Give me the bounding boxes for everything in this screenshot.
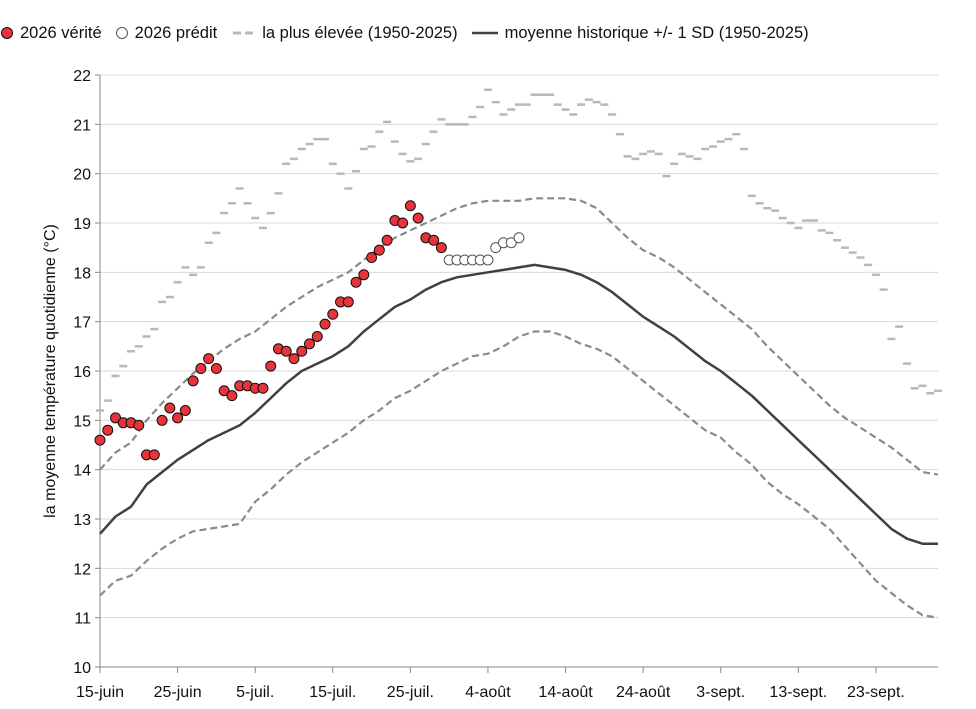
y-tick-label: 16 <box>73 364 91 381</box>
y-tick-label: 14 <box>73 463 91 480</box>
observed-point <box>94 434 106 446</box>
observed-point <box>350 276 362 288</box>
x-tick-label: 13-sept. <box>769 684 827 701</box>
observed-point <box>133 419 145 431</box>
y-axis-title: la moyenne température quotidienne (°C) <box>42 224 59 518</box>
observed-point <box>311 330 323 342</box>
x-tick-label: 23-sept. <box>847 684 905 701</box>
legend-item-observed: 2026 vérité <box>0 24 102 43</box>
legend-label-highest: la plus élevée (1950-2025) <box>262 23 458 42</box>
observed-point <box>203 353 215 365</box>
observed-point <box>296 345 308 357</box>
dark-line-icon <box>471 31 498 35</box>
predicted-point <box>482 254 494 266</box>
observed-point <box>265 360 277 372</box>
observed-point <box>327 308 339 320</box>
sd-lower-line <box>99 330 939 619</box>
observed-point <box>342 296 354 308</box>
y-tick-label: 12 <box>73 561 91 578</box>
predicted-point <box>490 242 502 254</box>
observed-point <box>179 404 191 416</box>
observed-point <box>373 244 385 256</box>
x-tick-label: 24-août <box>616 684 671 701</box>
y-tick-label: 13 <box>73 512 91 529</box>
x-tick-label: 25-juin <box>154 684 202 701</box>
observed-point <box>381 234 393 246</box>
open-circle-icon <box>115 27 128 39</box>
x-tick-label: 4-août <box>465 684 511 701</box>
gray-dash-icon <box>233 31 254 35</box>
observed-point <box>404 200 416 212</box>
legend-label-predicted: 2026 prédit <box>134 23 218 42</box>
chart-legend: 2026 vérité 2026 prédit la plus élevée (… <box>0 20 976 46</box>
x-tick-label: 15-juil. <box>309 684 356 701</box>
y-tick-label: 20 <box>73 167 91 184</box>
legend-item-predicted: 2026 prédit <box>115 23 218 43</box>
observed-point <box>164 402 176 414</box>
observed-point <box>435 242 447 254</box>
observed-point <box>366 252 378 264</box>
x-tick-label: 5-juil. <box>236 684 274 701</box>
y-tick-label: 11 <box>74 611 91 628</box>
observed-point <box>148 449 160 461</box>
observed-point <box>195 363 207 375</box>
observed-point <box>187 375 199 387</box>
observed-point <box>358 269 370 281</box>
observed-point <box>257 382 269 394</box>
y-tick-label: 19 <box>73 216 91 233</box>
legend-label-observed: 2026 vérité <box>20 23 102 42</box>
y-tick-label: 22 <box>73 68 91 85</box>
y-tick-label: 18 <box>73 265 91 282</box>
sd-upper-line <box>99 197 939 476</box>
observed-point <box>156 414 168 426</box>
observed-point <box>172 412 184 424</box>
observed-point <box>412 212 424 224</box>
y-tick-label: 10 <box>73 660 91 677</box>
predicted-point <box>513 232 525 244</box>
observed-point <box>210 363 222 375</box>
legend-item-mean: moyenne historique +/- 1 SD (1950-2025) <box>471 24 809 43</box>
observed-point <box>319 318 331 330</box>
x-tick-label: 3-sept. <box>696 684 745 701</box>
observed-point <box>102 424 114 436</box>
observed-point <box>428 234 440 246</box>
x-tick-label: 14-août <box>538 684 593 701</box>
predicted-point <box>505 237 517 249</box>
observed-point <box>397 217 409 229</box>
y-tick-label: 15 <box>73 413 91 430</box>
observed-point <box>280 345 292 357</box>
legend-label-mean: moyenne historique +/- 1 SD (1950-2025) <box>504 23 809 42</box>
observed-point <box>288 353 300 365</box>
observed-point <box>110 412 122 424</box>
observed-point <box>218 385 230 397</box>
mean-line <box>99 263 938 545</box>
y-tick-label: 21 <box>73 117 91 134</box>
x-tick-label: 25-juil. <box>387 684 434 701</box>
observed-point <box>304 338 315 350</box>
red-filled-circle-icon <box>1 27 13 39</box>
observed-point <box>226 390 238 402</box>
y-tick-label: 17 <box>73 315 91 332</box>
legend-item-highest: la plus élevée (1950-2025) <box>230 23 458 43</box>
x-tick-label: 15-juin <box>76 684 124 701</box>
